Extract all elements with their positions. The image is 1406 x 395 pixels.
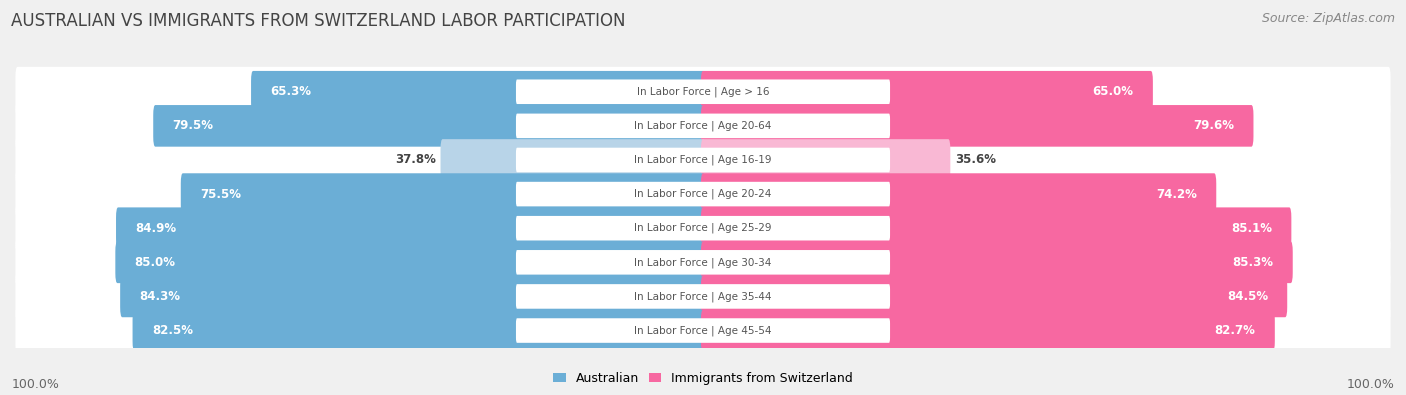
Text: 37.8%: 37.8% xyxy=(395,154,436,166)
FancyBboxPatch shape xyxy=(702,71,1153,113)
Text: 84.3%: 84.3% xyxy=(139,290,180,303)
FancyBboxPatch shape xyxy=(153,105,704,147)
Text: In Labor Force | Age 16-19: In Labor Force | Age 16-19 xyxy=(634,155,772,165)
FancyBboxPatch shape xyxy=(516,148,890,172)
Text: 100.0%: 100.0% xyxy=(1347,378,1395,391)
Text: 79.6%: 79.6% xyxy=(1194,119,1234,132)
FancyBboxPatch shape xyxy=(702,105,1254,147)
FancyBboxPatch shape xyxy=(702,173,1216,215)
FancyBboxPatch shape xyxy=(440,139,704,181)
Text: 65.3%: 65.3% xyxy=(270,85,311,98)
Text: 84.5%: 84.5% xyxy=(1227,290,1268,303)
Text: 82.5%: 82.5% xyxy=(152,324,193,337)
FancyBboxPatch shape xyxy=(516,114,890,138)
FancyBboxPatch shape xyxy=(117,207,704,249)
Legend: Australian, Immigrants from Switzerland: Australian, Immigrants from Switzerland xyxy=(553,372,853,385)
FancyBboxPatch shape xyxy=(120,276,704,317)
FancyBboxPatch shape xyxy=(516,318,890,343)
FancyBboxPatch shape xyxy=(516,284,890,309)
Text: In Labor Force | Age 35-44: In Labor Force | Age 35-44 xyxy=(634,291,772,302)
Text: 85.0%: 85.0% xyxy=(135,256,176,269)
Text: In Labor Force | Age 25-29: In Labor Force | Age 25-29 xyxy=(634,223,772,233)
FancyBboxPatch shape xyxy=(702,310,1275,352)
Text: In Labor Force | Age > 16: In Labor Force | Age > 16 xyxy=(637,87,769,97)
FancyBboxPatch shape xyxy=(702,139,950,181)
Text: In Labor Force | Age 20-64: In Labor Force | Age 20-64 xyxy=(634,120,772,131)
Text: In Labor Force | Age 20-24: In Labor Force | Age 20-24 xyxy=(634,189,772,199)
FancyBboxPatch shape xyxy=(15,306,1391,356)
FancyBboxPatch shape xyxy=(15,67,1391,117)
FancyBboxPatch shape xyxy=(516,216,890,241)
Text: 85.3%: 85.3% xyxy=(1233,256,1274,269)
FancyBboxPatch shape xyxy=(702,207,1291,249)
Text: 75.5%: 75.5% xyxy=(200,188,240,201)
FancyBboxPatch shape xyxy=(702,241,1292,283)
Text: 82.7%: 82.7% xyxy=(1215,324,1256,337)
FancyBboxPatch shape xyxy=(15,169,1391,219)
FancyBboxPatch shape xyxy=(15,135,1391,185)
FancyBboxPatch shape xyxy=(516,250,890,275)
FancyBboxPatch shape xyxy=(252,71,704,113)
Text: 35.6%: 35.6% xyxy=(955,154,997,166)
FancyBboxPatch shape xyxy=(15,101,1391,151)
Text: In Labor Force | Age 30-34: In Labor Force | Age 30-34 xyxy=(634,257,772,267)
Text: 65.0%: 65.0% xyxy=(1092,85,1133,98)
Text: 100.0%: 100.0% xyxy=(11,378,59,391)
Text: 74.2%: 74.2% xyxy=(1156,188,1197,201)
FancyBboxPatch shape xyxy=(132,310,704,352)
Text: AUSTRALIAN VS IMMIGRANTS FROM SWITZERLAND LABOR PARTICIPATION: AUSTRALIAN VS IMMIGRANTS FROM SWITZERLAN… xyxy=(11,12,626,30)
FancyBboxPatch shape xyxy=(516,79,890,104)
FancyBboxPatch shape xyxy=(516,182,890,206)
FancyBboxPatch shape xyxy=(702,276,1288,317)
Text: 84.9%: 84.9% xyxy=(135,222,176,235)
FancyBboxPatch shape xyxy=(181,173,704,215)
Text: 79.5%: 79.5% xyxy=(173,119,214,132)
FancyBboxPatch shape xyxy=(15,237,1391,287)
FancyBboxPatch shape xyxy=(15,271,1391,322)
Text: In Labor Force | Age 45-54: In Labor Force | Age 45-54 xyxy=(634,325,772,336)
Text: Source: ZipAtlas.com: Source: ZipAtlas.com xyxy=(1261,12,1395,25)
Text: 85.1%: 85.1% xyxy=(1232,222,1272,235)
FancyBboxPatch shape xyxy=(15,203,1391,253)
FancyBboxPatch shape xyxy=(115,241,704,283)
